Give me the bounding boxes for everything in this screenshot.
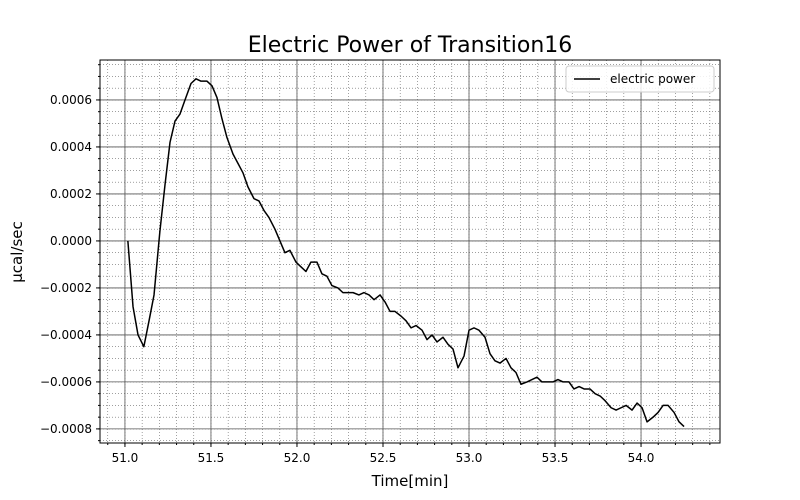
legend: electric power: [565, 65, 715, 93]
y-tick-label: −0.0008: [40, 422, 92, 436]
chart-title: Electric Power of Transition16: [248, 33, 573, 58]
x-tick-label: 53.0: [456, 451, 483, 465]
x-tick-label: 51.5: [198, 451, 225, 465]
y-tick-label: −0.0004: [40, 328, 92, 342]
y-tick-label: −0.0002: [40, 281, 92, 295]
x-tick-label: 54.0: [628, 451, 655, 465]
grid: [96, 60, 720, 447]
x-tick-label: 51.0: [112, 451, 139, 465]
x-tick-label: 52.5: [370, 451, 397, 465]
x-tick-label: 53.5: [542, 451, 569, 465]
x-tick-label: 52.0: [284, 451, 311, 465]
plot-frame: [99, 59, 721, 444]
plot: [127, 78, 685, 428]
y-tick-label: 0.0004: [50, 140, 92, 154]
y-axis-label: µcal/sec: [8, 221, 26, 283]
x-axis-label: Time[min]: [371, 472, 449, 490]
y-tick-label: 0.0000: [50, 234, 92, 248]
legend-label: electric power: [610, 72, 695, 86]
y-tick-label: 0.0002: [50, 187, 92, 201]
legend-box: [565, 65, 715, 93]
data-line: [127, 78, 685, 428]
y-tick-label: 0.0006: [50, 93, 92, 107]
y-tick-label: −0.0006: [40, 375, 92, 389]
